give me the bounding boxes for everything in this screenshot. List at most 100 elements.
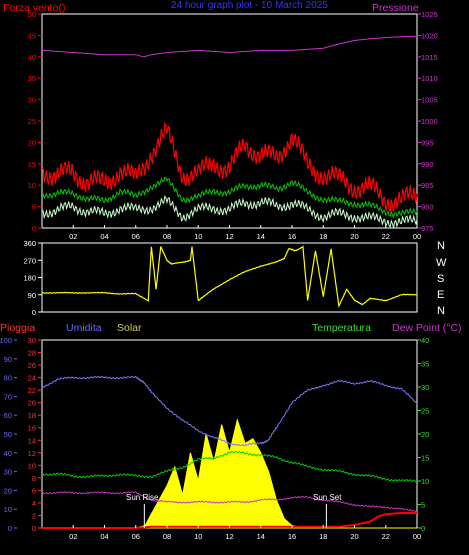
x-tick-label: 04: [100, 532, 108, 541]
rain-y-tick-label: 14: [28, 436, 36, 445]
temperature-line: [42, 450, 418, 483]
compass-w: W: [436, 257, 447, 269]
wind-y-tick-label: 50: [28, 10, 36, 19]
pressure-y-tick-label: 990: [421, 160, 434, 169]
x-tick-label: 08: [163, 532, 171, 541]
pressure-y-tick-label: 1020: [421, 31, 438, 40]
rain-axis-title: Pioggia: [0, 322, 35, 334]
x-tick-label: 16: [288, 532, 296, 541]
rain-y-tick-label: 22: [28, 386, 36, 395]
pressure-axis-title: Pressione: [372, 2, 419, 14]
pressure-y-tick-label: 1000: [421, 117, 438, 126]
pressure-y-tick-label: 1005: [421, 96, 438, 105]
temp-y-tick-label: 15: [421, 454, 429, 463]
x-tick-label: 14: [257, 232, 265, 241]
temp-y-tick-label: 25: [421, 407, 429, 416]
x-tick-label: 00: [413, 532, 421, 541]
rain-y-tick-label: 24: [28, 374, 36, 383]
pressure-y-tick-label: 975: [421, 224, 434, 233]
x-tick-label: 22: [382, 232, 390, 241]
rain-y-tick-label: 20: [28, 399, 36, 408]
humidity-y-tick-label: 20: [4, 486, 12, 495]
x-tick-label: 10: [194, 532, 202, 541]
wind-y-tick-label: 30: [28, 96, 36, 105]
temp-y-tick-label: 20: [421, 430, 429, 439]
compass-n-top: N: [437, 240, 445, 252]
pressure-y-tick-label: 1010: [421, 74, 438, 83]
pressure-line: [41, 35, 418, 58]
compass-s: S: [437, 273, 444, 285]
solar-axis-title: Solar: [117, 322, 142, 334]
wind-min-line: [42, 195, 418, 229]
rain-y-tick-label: 6: [32, 486, 36, 495]
humidity-axis-title: Umidita: [66, 322, 102, 334]
rain-y-tick-label: 0: [32, 524, 36, 533]
humidity-y-tick-label: 70: [4, 392, 12, 401]
wind-axis-title: Forza vento(): [3, 2, 65, 14]
direction-y-tick-label: 180: [23, 274, 36, 283]
solar-area: [42, 418, 417, 529]
climate-series: [41, 375, 418, 529]
wind-axis-ticks: 0 5 10 15 20 25 30 35 40 45 50: [28, 10, 42, 233]
rain-y-tick-label: 30: [28, 336, 36, 345]
x-tick-label: 02: [69, 232, 77, 241]
x-tick-label: 00: [413, 232, 421, 241]
rain-y-tick-label: 26: [28, 361, 36, 370]
wind-pressure-series: [41, 35, 418, 229]
wind-y-tick-label: 0: [32, 224, 36, 233]
direction-y-tick-label: 360: [23, 239, 36, 248]
direction-series: [42, 245, 417, 308]
x-tick-label: 20: [350, 232, 358, 241]
x-tick-label: 14: [257, 532, 265, 541]
wind-y-tick-label: 15: [28, 160, 36, 169]
rain-y-tick-label: 2: [32, 511, 36, 520]
x-tick-label: 18: [319, 232, 327, 241]
x-tick-label: 08: [163, 232, 171, 241]
wind-direction-line: [42, 245, 417, 308]
rain-y-tick-label: 12: [28, 449, 36, 458]
wind-y-tick-label: 10: [28, 181, 36, 190]
wind-y-tick-label: 25: [28, 117, 36, 126]
pressure-axis-ticks: 975 980 985 990 995 1000 1005 1010 1015 1020 1025: [417, 10, 438, 233]
sunrise-annotation: Sun Rise: [126, 493, 159, 502]
humidity-y-tick-label: 100: [0, 336, 12, 345]
wind-y-tick-label: 40: [28, 53, 36, 62]
temp-y-tick-label: 35: [421, 360, 429, 369]
chart-title: 24 hour graph plot - 10 March 2025: [171, 0, 328, 11]
rain-y-tick-label: 4: [32, 499, 36, 508]
rain-y-tick-label: 10: [28, 461, 36, 470]
wind-y-tick-label: 45: [28, 31, 36, 40]
x-tick-label: 20: [350, 532, 358, 541]
wind-panel-x-ticks: 02 04 06 08 10 12 14 16 18 20 22 00: [69, 225, 421, 241]
compass-n-bottom: N: [437, 305, 445, 317]
wind-y-tick-label: 35: [28, 74, 36, 83]
direction-y-tick-label: 0: [32, 308, 36, 317]
climate-panel-x-ticks: 02 04 06 08 10 12 14 16 18 20 22 00: [69, 525, 421, 541]
x-tick-label: 04: [100, 232, 108, 241]
compass-e: E: [437, 289, 444, 301]
humidity-y-tick-label: 30: [4, 468, 12, 477]
humidity-y-tick-label: 10: [4, 505, 12, 514]
temp-y-tick-label: 30: [421, 383, 429, 392]
direction-panel-frame: [41, 242, 418, 313]
rain-line: [42, 512, 417, 529]
temp-y-tick-label: 0: [421, 524, 425, 533]
wind-average-line: [42, 176, 418, 219]
wind-gust-line: [41, 121, 418, 214]
rain-y-tick-label: 28: [28, 349, 36, 358]
pressure-y-tick-label: 995: [421, 138, 434, 147]
temp-y-tick-label: 40: [421, 336, 429, 345]
direction-y-tick-label: 90: [28, 291, 36, 300]
humidity-y-tick-label: 40: [4, 449, 12, 458]
direction-axis-ticks: 0 90 180 270 360: [23, 239, 42, 317]
temp-y-tick-label: 5: [421, 501, 425, 510]
pressure-y-tick-label: 980: [421, 203, 434, 212]
x-tick-label: 18: [319, 532, 327, 541]
dew-point-line: [42, 491, 418, 513]
pressure-y-tick-label: 985: [421, 181, 434, 190]
temp-y-tick-label: 10: [421, 477, 429, 486]
x-tick-label: 12: [225, 232, 233, 241]
dew-point-axis-title: Dew Point (°C): [392, 322, 462, 334]
humidity-line: [41, 375, 418, 447]
x-tick-label: 16: [288, 232, 296, 241]
